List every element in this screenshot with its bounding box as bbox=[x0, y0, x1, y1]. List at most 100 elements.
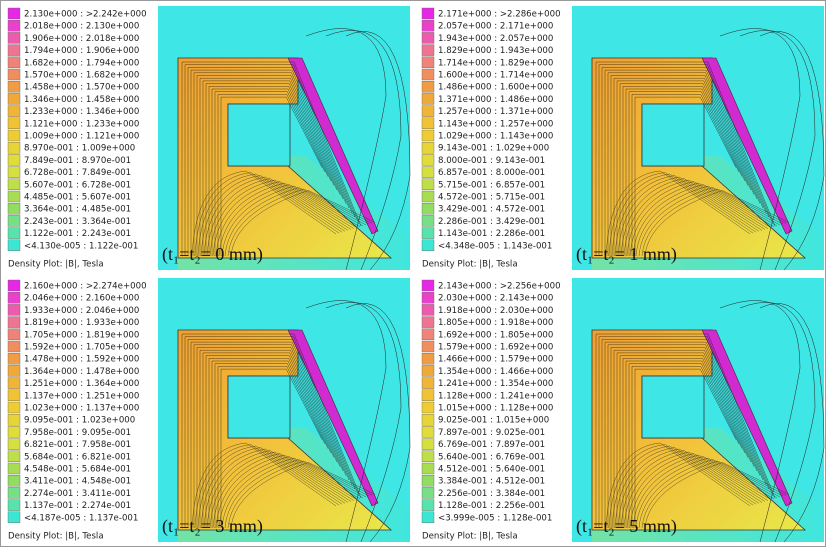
legend-swatch bbox=[8, 142, 20, 153]
legend-entry: 1.143e-001 : 2.286e-001 bbox=[438, 229, 545, 239]
legend-swatch bbox=[422, 414, 434, 425]
legend-entry: 3.364e-001 : 4.485e-001 bbox=[24, 205, 131, 215]
legend-swatch bbox=[422, 93, 434, 104]
legend-swatch bbox=[8, 57, 20, 68]
legend-entry: 4.485e-001 : 5.607e-001 bbox=[24, 193, 131, 203]
legend-entry: 7.897e-001 : 9.025e-001 bbox=[438, 428, 545, 438]
legend-entry: 1.794e+000 : 1.906e+000 bbox=[24, 46, 139, 56]
legend-swatch bbox=[8, 414, 20, 425]
legend-swatch bbox=[8, 426, 20, 437]
legend-entry: 1.143e+000 : 1.257e+000 bbox=[438, 119, 553, 129]
legend-swatch bbox=[8, 341, 20, 352]
legend-entry: 9.143e-001 : 1.029e+000 bbox=[438, 144, 549, 154]
legend-swatch bbox=[8, 317, 20, 328]
legend-entry: <4.348e-005 : 1.143e-001 bbox=[438, 241, 552, 251]
legend-swatch bbox=[8, 280, 20, 291]
legend-entry: 1.829e+000 : 1.943e+000 bbox=[438, 46, 553, 56]
legend-swatch bbox=[8, 191, 20, 202]
legend-entry: 2.030e+000 : 2.143e+000 bbox=[438, 294, 553, 304]
legend-entry: 1.819e+000 : 1.933e+000 bbox=[24, 318, 139, 328]
legend-swatch bbox=[8, 475, 20, 486]
legend-swatch bbox=[8, 118, 20, 129]
legend-swatch bbox=[8, 463, 20, 474]
legend-swatch bbox=[422, 280, 434, 291]
legend-swatch bbox=[422, 353, 434, 364]
legend-entry: 1.122e-001 : 2.243e-001 bbox=[24, 229, 131, 239]
legend-swatch bbox=[8, 402, 20, 413]
legend-title: Density Plot: |B|, Tesla bbox=[8, 532, 104, 542]
legend-entry: 7.849e-001 : 8.970e-001 bbox=[24, 156, 131, 166]
panel: 2.130e+000 : >2.242e+000 2.018e+000 : 2.1… bbox=[6, 6, 410, 270]
legend-entry: <3.999e-005 : 1.128e-001 bbox=[438, 513, 552, 523]
legend-entry: 1.458e+000 : 1.570e+000 bbox=[24, 83, 139, 93]
legend-entry: 1.137e-001 : 2.274e-001 bbox=[24, 501, 131, 511]
legend-swatch bbox=[8, 292, 20, 303]
legend-entry: 2.018e+000 : 2.130e+000 bbox=[24, 22, 139, 32]
legend-entry: 3.429e-001 : 4.572e-001 bbox=[438, 205, 545, 215]
legend-entry: 1.241e+000 : 1.354e+000 bbox=[438, 379, 553, 389]
legend-entry: 1.233e+000 : 1.346e+000 bbox=[24, 107, 139, 117]
legend-swatch bbox=[8, 179, 20, 190]
legend-entry: 1.714e+000 : 1.829e+000 bbox=[438, 58, 553, 68]
legend-entry: 1.121e+000 : 1.233e+000 bbox=[24, 119, 139, 129]
legend-swatch bbox=[8, 69, 20, 80]
legend-entry: 6.769e-001 : 7.897e-001 bbox=[438, 440, 545, 450]
caption: (t₁=t₂= 5 mm) bbox=[576, 516, 677, 537]
legend-entry: <4.187e-005 : 1.137e-001 bbox=[24, 513, 138, 523]
legend-swatch bbox=[8, 512, 20, 523]
window bbox=[642, 376, 704, 438]
legend-entry: 5.715e-001 : 6.857e-001 bbox=[438, 180, 545, 190]
legend-swatch bbox=[8, 203, 20, 214]
legend-title: Density Plot: |B|, Tesla bbox=[422, 532, 518, 542]
legend-swatch bbox=[422, 304, 434, 315]
legend-entry: 9.095e-001 : 1.023e+000 bbox=[24, 416, 135, 426]
legend-entry: 1.600e+000 : 1.714e+000 bbox=[438, 71, 553, 81]
legend-title: Density Plot: |B|, Tesla bbox=[422, 260, 518, 270]
legend-swatch bbox=[422, 512, 434, 523]
legend-swatch bbox=[422, 130, 434, 141]
legend-entry: 2.256e-001 : 3.384e-001 bbox=[438, 489, 545, 499]
legend-entry: 2.130e+000 : >2.242e+000 bbox=[24, 10, 147, 20]
legend-entry: 8.970e-001 : 1.009e+000 bbox=[24, 144, 135, 154]
legend-entry: 1.682e+000 : 1.794e+000 bbox=[24, 58, 139, 68]
legend-entry: 1.592e+000 : 1.705e+000 bbox=[24, 343, 139, 353]
legend-entry: 1.466e+000 : 1.579e+000 bbox=[438, 355, 553, 365]
legend-entry: 1.257e+000 : 1.371e+000 bbox=[438, 107, 553, 117]
caption: (t₁=t₂= 0 mm) bbox=[162, 244, 263, 265]
legend-swatch bbox=[422, 341, 434, 352]
legend-entry: 2.286e-001 : 3.429e-001 bbox=[438, 217, 545, 227]
legend-swatch bbox=[422, 8, 434, 19]
legend-entry: 1.906e+000 : 2.018e+000 bbox=[24, 34, 139, 44]
legend-swatch bbox=[422, 32, 434, 43]
legend-entry: 1.023e+000 : 1.137e+000 bbox=[24, 404, 139, 414]
legend-entry: 6.821e-001 : 7.958e-001 bbox=[24, 440, 131, 450]
legend-entry: 3.384e-001 : 4.512e-001 bbox=[438, 477, 545, 487]
legend-entry: 1.251e+000 : 1.364e+000 bbox=[24, 379, 139, 389]
legend-swatch bbox=[422, 500, 434, 511]
legend-swatch bbox=[8, 451, 20, 462]
legend-entry: 1.943e+000 : 2.057e+000 bbox=[438, 34, 553, 44]
legend-entry: 2.046e+000 : 2.160e+000 bbox=[24, 294, 139, 304]
legend-entry: 2.143e+000 : >2.256e+000 bbox=[438, 282, 561, 292]
legend-swatch bbox=[8, 32, 20, 43]
legend-entry: 2.274e-001 : 3.411e-001 bbox=[24, 489, 131, 499]
legend-swatch bbox=[422, 329, 434, 340]
legend-entry: 1.579e+000 : 1.692e+000 bbox=[438, 343, 553, 353]
legend-swatch bbox=[8, 390, 20, 401]
legend-swatch bbox=[8, 304, 20, 315]
legend-swatch bbox=[422, 317, 434, 328]
legend-swatch bbox=[422, 215, 434, 226]
legend-entry: <4.130e-005 : 1.122e-001 bbox=[24, 241, 138, 251]
legend-entry: 6.857e-001 : 8.000e-001 bbox=[438, 168, 545, 178]
legend-entry: 1.128e-001 : 2.256e-001 bbox=[438, 501, 545, 511]
legend-entry: 1.486e+000 : 1.600e+000 bbox=[438, 83, 553, 93]
legend-swatch bbox=[8, 20, 20, 31]
legend-entry: 5.684e-001 : 6.821e-001 bbox=[24, 452, 131, 462]
legend-swatch bbox=[422, 57, 434, 68]
legend-entry: 3.411e-001 : 4.548e-001 bbox=[24, 477, 131, 487]
legend-swatch bbox=[422, 228, 434, 239]
panel: 2.143e+000 : >2.256e+000 2.030e+000 : 2.1… bbox=[420, 278, 824, 542]
legend-swatch bbox=[8, 487, 20, 498]
